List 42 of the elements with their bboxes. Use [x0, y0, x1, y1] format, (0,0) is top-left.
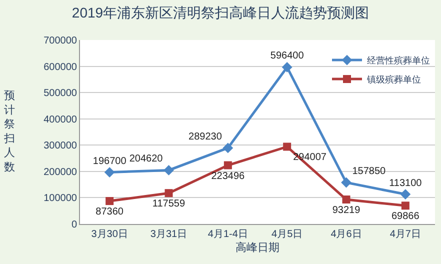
point: [106, 197, 114, 206]
data-label: 87360: [96, 206, 124, 218]
y-tick-label: 600000: [44, 62, 78, 73]
x-tick-label: 4月7日: [390, 229, 421, 240]
y-tick-label: 700000: [44, 36, 78, 46]
data-label: 223496: [211, 170, 246, 182]
data-label: 117559: [152, 198, 186, 210]
point: [224, 161, 232, 170]
point: [342, 196, 350, 204]
x-tick-label: 4月1-4日: [208, 229, 248, 240]
y-tick-label: 0: [71, 220, 78, 230]
y-axis-title: 预计祭扫人数: [3, 90, 15, 174]
point: [400, 189, 411, 200]
data-label: 157850: [352, 166, 386, 178]
y-tick-label: 200000: [44, 166, 78, 178]
x-axis-title: 高峰日期: [236, 241, 280, 254]
x-tick-label: 3月30日: [91, 229, 128, 240]
data-label: 93219: [332, 205, 361, 216]
point: [164, 189, 173, 198]
point: [401, 202, 410, 210]
legend-label: 镇级殡葬单位: [366, 74, 421, 85]
point: [282, 62, 292, 72]
point: [341, 177, 352, 188]
x-tick-label: 3月31日: [150, 229, 188, 240]
x-tick-label: 4月5日: [272, 229, 303, 240]
y-tick-label: 300000: [44, 140, 78, 152]
data-label: 196700: [92, 156, 127, 167]
point: [164, 165, 174, 176]
data-label: 113100: [389, 178, 422, 189]
point: [104, 167, 115, 178]
y-tick-label: 100000: [44, 193, 78, 204]
point: [222, 142, 234, 154]
x-tick-label: 4月6日: [330, 229, 362, 240]
y-tick-label: 500000: [44, 88, 78, 100]
y-tick-label: 400000: [44, 114, 78, 126]
data-label: 69866: [392, 211, 420, 222]
legend-label: 经营性殡葬单位: [367, 56, 430, 66]
data-label: 204620: [129, 154, 164, 165]
chart-title: 2019年浦东新区清明祭扫高峰日人流趋势预测图: [72, 4, 370, 21]
data-label: 596400: [270, 50, 304, 62]
point: [283, 142, 292, 151]
data-label: 289230: [188, 131, 222, 142]
